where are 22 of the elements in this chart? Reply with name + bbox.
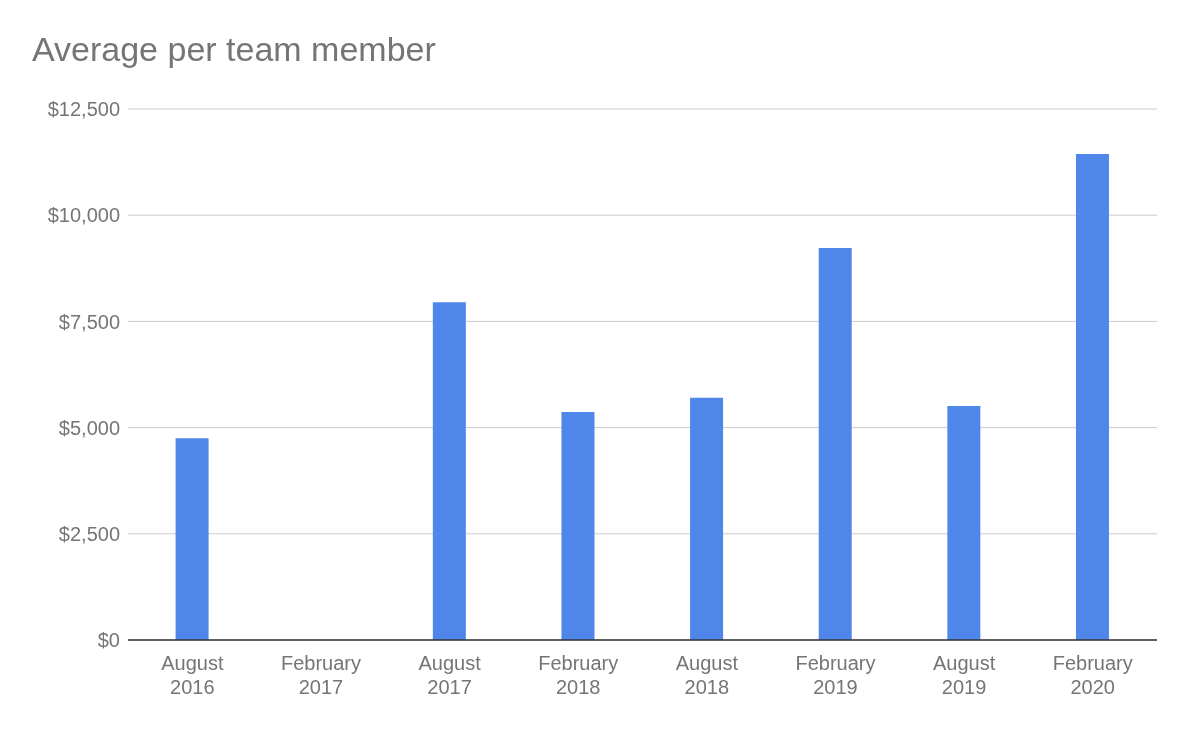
- y-tick-label: $0: [97, 629, 120, 652]
- bar: [432, 302, 466, 640]
- y-tick-label: $5,000: [58, 416, 120, 439]
- x-tick-label: August 2016: [161, 652, 224, 698]
- y-tick-label: $2,500: [58, 522, 120, 545]
- bar: [818, 247, 852, 640]
- y-tick-label: $7,500: [58, 310, 120, 333]
- x-tick-label: February 2017: [280, 652, 361, 698]
- y-tick-label: $10,000: [47, 204, 120, 227]
- x-tick-label: August 2019: [932, 652, 996, 698]
- x-tick-label: August 2017: [418, 652, 482, 698]
- y-tick-label: $12,500: [47, 98, 120, 121]
- x-tick-label: August 2018: [675, 652, 739, 698]
- x-tick-label: February 2018: [538, 652, 619, 698]
- bar: [561, 411, 595, 640]
- bar: [1075, 154, 1109, 640]
- bar: [690, 397, 724, 640]
- bar: [175, 438, 209, 640]
- x-tick-label: February 2019: [795, 652, 876, 698]
- chart-title: Average per team member: [32, 30, 436, 69]
- x-tick-label: February 2020: [1052, 652, 1133, 698]
- bar: [947, 405, 981, 640]
